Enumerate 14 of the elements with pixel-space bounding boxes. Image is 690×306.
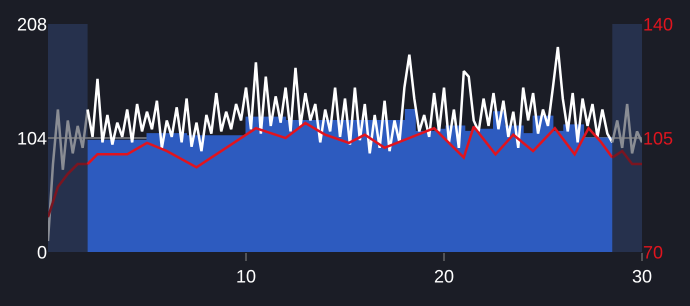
y-tick-label: 104 — [16, 128, 47, 148]
y2-tick-label: 70 — [643, 242, 664, 262]
x-tick-label: 20 — [434, 266, 454, 287]
line-series — [48, 108, 89, 242]
line-series — [611, 102, 642, 155]
y-tick-label: 0 — [36, 242, 47, 262]
line-series — [48, 162, 89, 218]
y2-tick-label: 105 — [643, 128, 674, 148]
x-tick-label: 30 — [632, 266, 652, 287]
line-series — [86, 46, 614, 155]
line-series — [86, 122, 614, 169]
y-tick-label: 208 — [16, 14, 47, 34]
y2-tick-label: 140 — [643, 14, 674, 34]
x-tick-label: 10 — [236, 266, 256, 287]
